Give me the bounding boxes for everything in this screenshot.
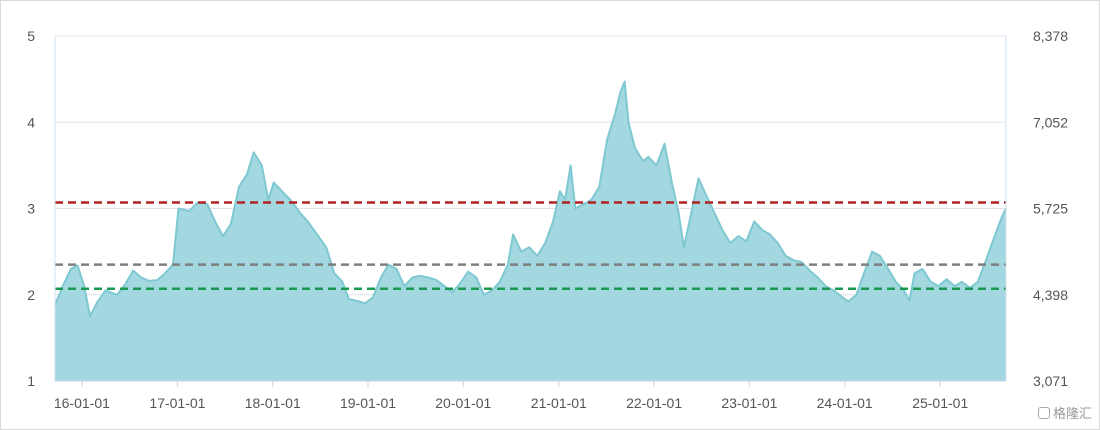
area-line-0 <box>54 80 1007 318</box>
x-tick-label: 21-01-01 <box>531 395 587 411</box>
right-tick-label: 7,052 <box>1033 114 1068 130</box>
area-series <box>54 80 1007 381</box>
right-tick-label: 8,378 <box>1033 28 1068 44</box>
x-axis-tick-labels: 16-01-01 17-01-01 18-01-01 19-01-01 20-01-01… <box>54 381 968 411</box>
watermark-text: 格隆汇 <box>1052 406 1092 421</box>
left-tick-label: 1 <box>27 373 35 389</box>
x-tick-label: 17-01-01 <box>149 395 205 411</box>
right-tick-label: 5,725 <box>1033 201 1068 217</box>
watermark: 格隆汇 <box>1037 403 1092 422</box>
x-tick-label: 24-01-01 <box>817 395 873 411</box>
axes <box>54 36 1007 382</box>
left-tick-label: 3 <box>27 201 35 217</box>
reference-lines <box>55 201 1006 290</box>
x-tick-label: 20-01-01 <box>435 395 491 411</box>
glh-logo-icon <box>1037 406 1050 419</box>
x-tick-label: 22-01-01 <box>626 395 682 411</box>
right-tick-label: 3,071 <box>1033 373 1068 389</box>
x-tick-label: 19-01-01 <box>340 395 396 411</box>
x-tick-label: 16-01-01 <box>54 395 110 411</box>
left-tick-label: 5 <box>27 28 35 44</box>
area-fill-0 <box>55 81 1006 381</box>
right-tick-label: 4,398 <box>1033 287 1068 303</box>
x-tick-label: 25-01-01 <box>912 395 968 411</box>
left-tick-label: 2 <box>27 287 35 303</box>
x-tick-label: 23-01-01 <box>721 395 777 411</box>
left-tick-label: 4 <box>27 114 35 130</box>
left-axis-tick-labels: 1 2 3 4 5 <box>27 28 35 389</box>
x-tick-label: 18-01-01 <box>245 395 301 411</box>
right-axis-tick-labels: 3,071 4,398 5,725 7,052 8,378 <box>1033 28 1068 389</box>
